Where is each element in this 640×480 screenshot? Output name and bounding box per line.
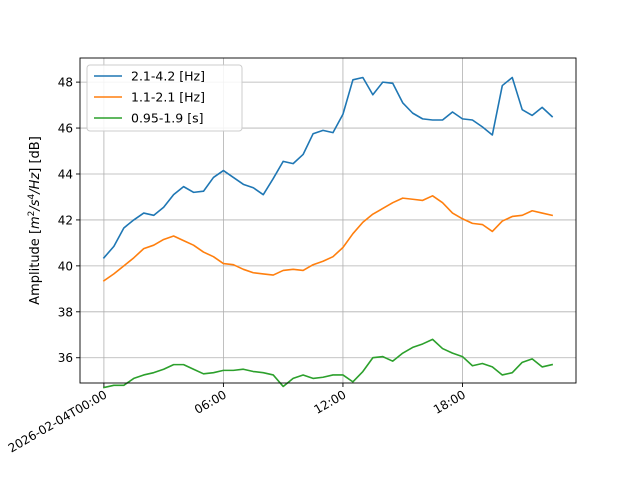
- legend-label-2: 1.1-2.1 [Hz]: [131, 90, 205, 105]
- legend-label-3: 0.95-1.9 [s]: [131, 111, 203, 126]
- series-line-3: [102, 338, 554, 389]
- legend: 2.1-4.2 [Hz] 1.1-2.1 [Hz] 0.95-1.9 [s]: [86, 64, 243, 132]
- series-lines: [102, 76, 554, 389]
- legend-label-1: 2.1-4.2 [Hz]: [131, 69, 205, 84]
- y-axis: 36 38 40 42 44 46 48: [58, 76, 80, 365]
- y-tick-label: 38: [58, 305, 73, 319]
- y-tick-label: 48: [58, 76, 73, 90]
- series-line-2: [102, 195, 554, 282]
- y-axis-label: Amplitude [m2/s4/Hz] [dB]: [27, 136, 43, 305]
- y-tick-label: 46: [58, 122, 73, 136]
- y-tick-label: 44: [58, 167, 73, 181]
- y-tick-label: 36: [58, 351, 73, 365]
- y-tick-label: 40: [58, 259, 73, 273]
- plot-area-frame: [79, 57, 577, 384]
- y-tick-label: 42: [58, 213, 73, 227]
- series-line-1: [102, 76, 554, 259]
- legend-frame: [86, 64, 243, 132]
